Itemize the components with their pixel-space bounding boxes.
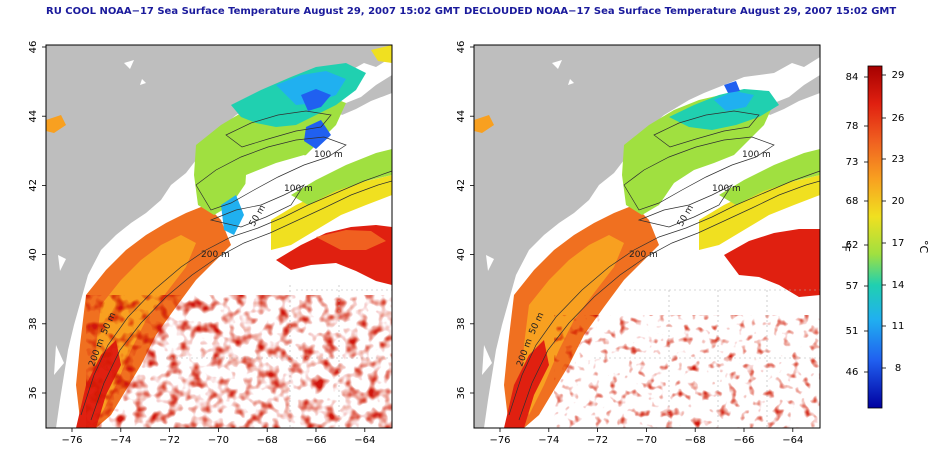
x-tick-label: −70: [208, 435, 229, 446]
y-tick-label: 40: [28, 248, 39, 261]
contour-label: 200 m: [201, 250, 230, 260]
right-bathymetry-contours: [508, 110, 821, 421]
x-tick-label: −72: [587, 435, 608, 446]
celsius-label: °C: [917, 240, 930, 254]
x-tick-label: −74: [538, 435, 559, 446]
y-tick-label: 38: [456, 317, 467, 330]
contour-label: 200 m: [629, 250, 658, 260]
left-map-title: RU COOL NOAA−17 Sea Surface Temperature …: [46, 6, 460, 17]
left-grid: [166, 285, 392, 428]
contour-label: 100 m: [284, 184, 313, 194]
x-tick-label: −64: [354, 435, 375, 446]
celsius-tick-label: 14: [892, 280, 905, 291]
x-tick-label: −76: [61, 435, 82, 446]
x-tick-label: −72: [159, 435, 180, 446]
celsius-tick-label: 8: [895, 363, 901, 374]
fahrenheit-tick-label: 78: [846, 121, 859, 132]
x-tick-label: −68: [257, 435, 278, 446]
y-tick-label: 40: [456, 248, 467, 261]
celsius-tick-label: 20: [892, 196, 905, 207]
celsius-tick-label: 11: [892, 321, 905, 332]
y-tick-label: 42: [28, 179, 39, 192]
left-map-panel: 100 m 100 m 50 m 200 m 50 m 200 m: [45, 44, 393, 429]
right-map-title: DECLOUDED NOAA−17 Sea Surface Temperatur…: [464, 6, 897, 17]
x-tick-label: −68: [685, 435, 706, 446]
contour-label: 100 m: [314, 150, 343, 160]
y-tick-label: 46: [456, 41, 467, 54]
y-tick-label: 46: [28, 41, 39, 54]
temperature-colorbar: 84 78 73 68 62 57 51 46 29 26 23 20 17 14 11 8 °F °C: [839, 65, 930, 409]
x-tick-label: −70: [636, 435, 657, 446]
y-tick-label: 36: [456, 387, 467, 400]
x-tick-label: −74: [110, 435, 131, 446]
x-tick-label: −76: [489, 435, 510, 446]
fahrenheit-tick-label: 51: [846, 326, 859, 337]
fahrenheit-tick-label: 68: [846, 196, 859, 207]
fahrenheit-tick-label: 73: [846, 157, 859, 168]
contour-label: 100 m: [712, 184, 741, 194]
y-tick-label: 36: [28, 387, 39, 400]
right-map-panel: 100 m 100 m 50 m 200 m 50 m 200 m: [473, 44, 821, 429]
y-tick-label: 44: [28, 110, 39, 123]
fahrenheit-tick-label: 57: [846, 281, 859, 292]
fahrenheit-tick-label: 46: [846, 367, 859, 378]
y-tick-label: 38: [28, 317, 39, 330]
celsius-tick-label: 26: [892, 113, 905, 124]
x-tick-label: −64: [782, 435, 803, 446]
contour-label: 100 m: [742, 150, 771, 160]
right-map-axes: −76 −74 −72 −70 −68 −66 −64 46 44 42 40 38 36: [456, 41, 803, 446]
x-tick-label: −66: [305, 435, 326, 446]
colorbar-gradient: [867, 65, 883, 409]
fahrenheit-label: °F: [839, 240, 852, 252]
left-bathymetry-contours: [80, 110, 393, 421]
y-tick-label: 44: [456, 110, 467, 123]
fahrenheit-tick-label: 62: [846, 240, 859, 251]
celsius-tick-label: 29: [892, 70, 905, 81]
left-map-axes: −76 −74 −72 −70 −68 −66 −64 46 44 42 40 38 36: [28, 41, 375, 446]
fahrenheit-tick-label: 84: [846, 72, 859, 83]
celsius-tick-label: 23: [892, 154, 905, 165]
right-grid: [594, 289, 820, 428]
celsius-tick-label: 17: [892, 238, 905, 249]
x-tick-label: −66: [733, 435, 754, 446]
y-tick-label: 42: [456, 179, 467, 192]
